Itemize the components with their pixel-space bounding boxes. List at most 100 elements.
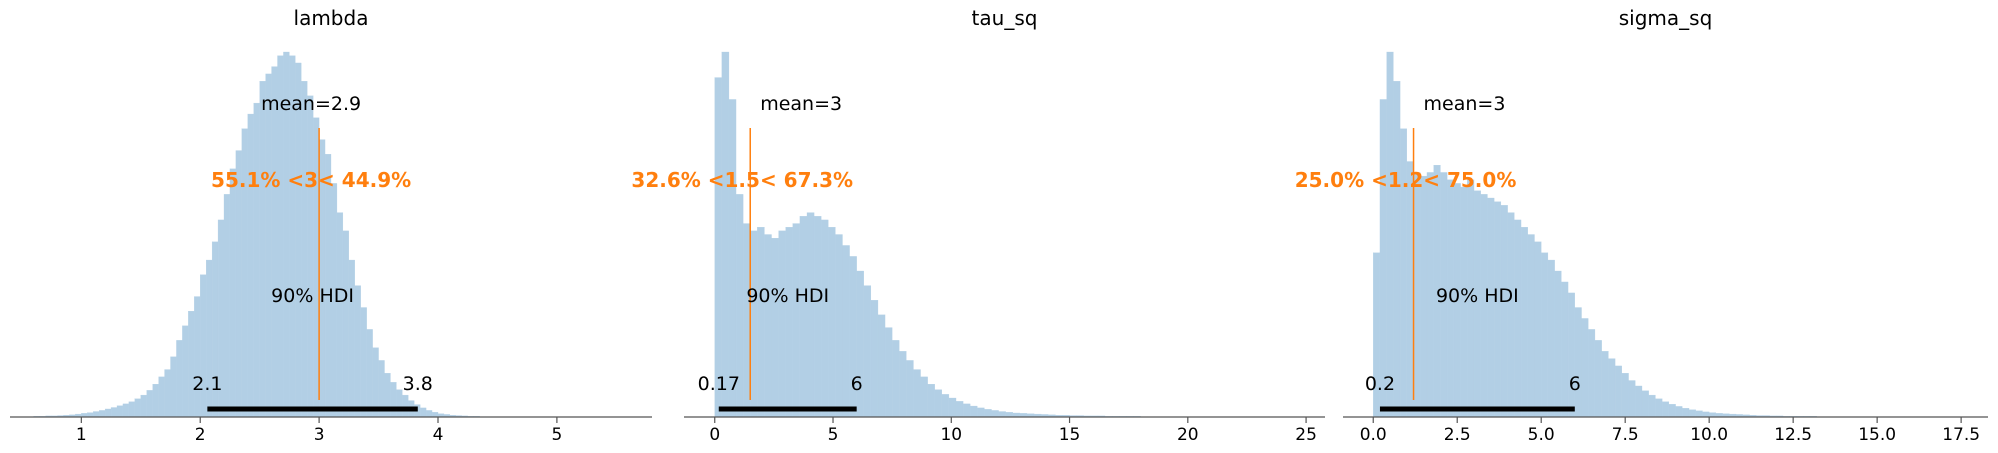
x-tick-label: 5.0: [1528, 425, 1555, 445]
histogram-bar: [194, 296, 201, 418]
histogram-bar: [714, 77, 722, 418]
histogram-bar: [1594, 340, 1602, 418]
histogram-bar: [771, 237, 779, 418]
hdi-low-label: 0.2: [1365, 373, 1395, 395]
x-tick-label: 15.0: [1858, 425, 1896, 445]
histogram-bar: [750, 230, 758, 418]
histogram-bar: [1541, 252, 1549, 418]
histogram-bar: [977, 407, 985, 418]
histogram-bar: [742, 223, 751, 418]
histogram-bar: [757, 227, 765, 418]
x-tick-label: 1: [76, 425, 87, 445]
histogram-bar: [962, 403, 971, 418]
panel-title: sigma_sq: [1619, 6, 1713, 30]
reference-percentage-label: 25.0% <1.2< 75.0%: [1295, 168, 1517, 192]
histogram-bar: [863, 285, 872, 418]
histogram-bar: [1494, 201, 1502, 418]
x-tick-label: 10.0: [1690, 425, 1728, 445]
histogram-bar: [301, 81, 308, 418]
histogram-bar: [1641, 390, 1649, 418]
panel-tau-sq: 0 5 10 15 20 25 tau_sq mean=3 32.6% <1.5< 67.3% 9…: [631, 6, 1325, 445]
histogram-bar: [892, 340, 900, 418]
histogram-bar: [1635, 385, 1643, 418]
hdi-label: 90% HDI: [1436, 285, 1519, 307]
histogram-bar: [176, 340, 183, 418]
hdi-high-label: 6: [1569, 373, 1581, 395]
histogram-bar: [877, 314, 886, 418]
histogram-bar: [728, 99, 737, 418]
histogram-bar: [425, 410, 433, 418]
histogram-bar: [1514, 219, 1522, 418]
histogram-bar: [170, 356, 177, 418]
histogram-bar: [420, 407, 427, 418]
x-tick-label: 7.5: [1612, 425, 1639, 445]
histogram-bar: [1581, 318, 1589, 418]
histogram-bar: [934, 389, 942, 418]
histogram-bar: [899, 351, 907, 418]
histogram-bar: [152, 383, 159, 418]
histogram-bar: [390, 382, 397, 418]
histogram-bar: [348, 259, 355, 418]
x-tick-label: 5: [828, 425, 839, 445]
x-tick-label: 12.5: [1774, 425, 1812, 445]
x-tick-label: 25: [1295, 425, 1317, 445]
histogram-bar: [778, 230, 786, 418]
histogram-bar: [396, 389, 403, 418]
histogram-bar: [1547, 259, 1555, 418]
histogram-bar: [1628, 380, 1636, 418]
hdi-label: 90% HDI: [271, 285, 354, 307]
histogram-bar: [1668, 404, 1676, 418]
histogram-bar: [1426, 172, 1434, 418]
x-tick-label: 4: [433, 425, 444, 445]
x-axis-ticks: 0 5 10 15 20 25: [709, 417, 1317, 445]
histogram-bar: [856, 270, 864, 418]
hdi-label: 90% HDI: [746, 285, 829, 307]
panel-title: tau_sq: [972, 6, 1038, 30]
histogram-bar: [998, 411, 1006, 418]
histogram-bar: [140, 394, 147, 418]
histogram-bar: [991, 410, 999, 418]
histogram-bar: [1005, 412, 1013, 418]
histogram-bar: [1507, 212, 1515, 418]
histogram-bar: [342, 230, 349, 418]
histogram-bar: [307, 95, 314, 418]
panel-sigma-sq: 0.0 2.5 5.0 7.5 10.0 12.5 15.0 17.5 sigma_sqmean…: [1295, 6, 1988, 445]
histogram-bar: [835, 234, 843, 418]
histogram-bar: [813, 216, 822, 418]
histogram-bar: [1487, 197, 1495, 418]
histogram-bar: [182, 325, 189, 418]
histogram-bar: [764, 234, 772, 418]
histogram-bar: [828, 227, 836, 418]
histogram-bar: [1420, 175, 1428, 418]
histogram-bar: [1379, 99, 1387, 418]
histogram-bar: [223, 194, 231, 418]
histogram-bar: [134, 398, 141, 418]
mean-label: mean=2.9: [261, 93, 361, 115]
x-tick-label: 2.5: [1444, 425, 1471, 445]
histogram-bar: [336, 212, 344, 418]
histogram-bar: [1500, 205, 1508, 418]
histogram-bar: [164, 369, 171, 418]
histogram-bar: [806, 212, 815, 418]
x-axis-ticks: 0.0 2.5 5.0 7.5 10.0 12.5 15.0 17.5: [1360, 417, 1980, 445]
histogram-bar: [1534, 241, 1542, 418]
mean-label: mean=3: [760, 93, 842, 115]
histogram-bar: [354, 285, 361, 418]
histogram-bar: [158, 376, 165, 418]
histogram-bar: [920, 376, 928, 418]
histogram-bars: [33, 51, 504, 418]
histogram-bar: [122, 403, 130, 418]
histogram-bar: [265, 73, 272, 418]
histogram-bar: [188, 310, 195, 418]
panel-title: lambda: [294, 6, 369, 30]
histogram-bar: [99, 410, 106, 418]
reference-percentage-label: 55.1% <3< 44.9%: [211, 168, 411, 192]
histogram-bar: [93, 411, 100, 418]
histogram-bar: [360, 307, 367, 418]
histogram-bar: [1413, 172, 1421, 418]
x-tick-label: 5: [551, 425, 562, 445]
histogram-bar: [1520, 227, 1528, 418]
histogram-bar: [785, 227, 793, 418]
x-tick-label: 10: [940, 425, 962, 445]
histogram-bar: [927, 383, 935, 418]
